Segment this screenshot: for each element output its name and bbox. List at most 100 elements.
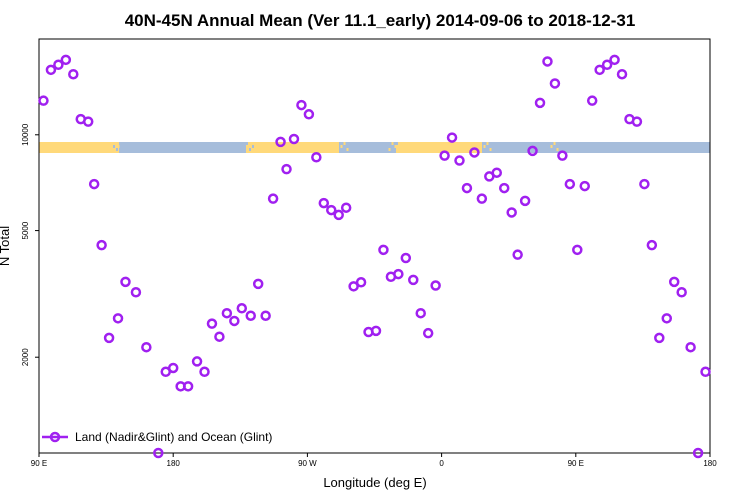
data-point	[557, 150, 568, 161]
data-point	[700, 366, 711, 378]
data-point	[326, 204, 337, 216]
data-point	[318, 197, 330, 209]
data-point	[333, 209, 344, 221]
coast-mark	[247, 145, 250, 148]
data-point	[579, 180, 590, 192]
coast-mark	[550, 145, 553, 148]
coast-mark	[252, 145, 254, 148]
data-point	[400, 252, 412, 264]
coast-mark	[556, 148, 559, 151]
data-point	[245, 310, 256, 321]
data-point	[527, 145, 538, 157]
data-point	[668, 276, 680, 288]
y-tick-label: 5000	[21, 221, 30, 239]
data-point	[676, 287, 687, 298]
data-point	[454, 155, 465, 166]
data-point	[167, 362, 179, 374]
land-band	[246, 142, 339, 153]
data-point	[654, 332, 665, 344]
data-point	[461, 182, 473, 194]
coast-mark	[390, 145, 392, 148]
data-point	[491, 167, 503, 178]
coast-mark	[346, 148, 349, 151]
data-point	[506, 207, 517, 218]
data-point	[182, 381, 194, 392]
data-point	[120, 276, 131, 288]
coast-mark	[117, 145, 120, 148]
data-point	[370, 325, 382, 337]
data-point	[38, 95, 49, 106]
y-axis: 2000 5000 10000	[21, 123, 39, 366]
data-point	[229, 315, 240, 327]
coast-mark	[488, 145, 490, 148]
coast-mark	[393, 148, 395, 151]
data-point	[685, 341, 696, 353]
data-point	[549, 78, 561, 89]
land-band	[396, 142, 482, 153]
data-point	[476, 193, 488, 204]
data-point	[586, 95, 598, 106]
data-point	[214, 331, 225, 342]
legend-entry: Land (Nadir&Glint) and Ocean (Glint)	[75, 430, 272, 444]
x-tick-label: 90 E	[568, 459, 584, 468]
land-band	[39, 142, 119, 153]
coast-mark	[340, 145, 343, 148]
data-point	[275, 136, 286, 148]
x-tick-label: 90 E	[31, 459, 47, 468]
surface-type-band	[39, 142, 710, 153]
data-point	[542, 56, 553, 67]
data-point	[348, 281, 359, 292]
coast-mark	[549, 142, 551, 145]
data-point	[96, 239, 107, 251]
x-tick-label: 0	[439, 459, 444, 468]
coast-mark	[486, 142, 489, 145]
data-point	[153, 447, 164, 459]
coast-mark	[113, 145, 115, 148]
data-point	[340, 202, 352, 213]
data-point	[408, 274, 419, 286]
chart-title: 40N-45N Annual Mean (Ver 11.1_early) 201…	[125, 11, 636, 30]
x-tick-label: 90 W	[298, 459, 317, 468]
coast-mark	[483, 145, 486, 148]
data-point	[199, 366, 210, 378]
data-point	[430, 280, 441, 291]
y-axis-label: N Total	[0, 226, 12, 266]
ocean-band	[39, 142, 710, 153]
coast-mark	[119, 142, 121, 145]
data-series	[38, 54, 711, 459]
data-point	[60, 54, 72, 66]
data-point	[646, 239, 658, 251]
data-point	[281, 163, 292, 175]
data-point	[469, 147, 480, 158]
data-point	[415, 307, 426, 319]
data-point	[616, 68, 628, 80]
data-point	[564, 178, 576, 190]
data-point	[236, 303, 248, 314]
plot-frame	[38, 38, 711, 454]
coast-mark	[250, 142, 253, 145]
data-point	[378, 244, 389, 256]
data-point	[68, 68, 79, 80]
data-point	[512, 249, 523, 260]
coast-mark	[388, 148, 391, 151]
data-point	[594, 64, 605, 76]
data-point	[355, 277, 367, 288]
coast-mark	[394, 145, 397, 148]
data-point	[661, 313, 673, 324]
data-point	[303, 109, 315, 120]
y-tick-label: 2000	[21, 348, 30, 366]
coast-mark	[553, 142, 556, 145]
data-point	[519, 195, 531, 207]
data-point	[130, 287, 142, 298]
data-point	[252, 278, 264, 290]
coast-mark	[555, 145, 557, 148]
data-point	[45, 64, 57, 76]
data-point	[288, 133, 300, 145]
legend-marker-icon	[49, 431, 61, 443]
x-axis: 90 E 180 90 W 0 90 E 180	[31, 453, 717, 468]
data-point	[267, 193, 279, 204]
data-point	[572, 244, 583, 256]
data-point	[534, 97, 546, 109]
data-point	[446, 132, 458, 143]
